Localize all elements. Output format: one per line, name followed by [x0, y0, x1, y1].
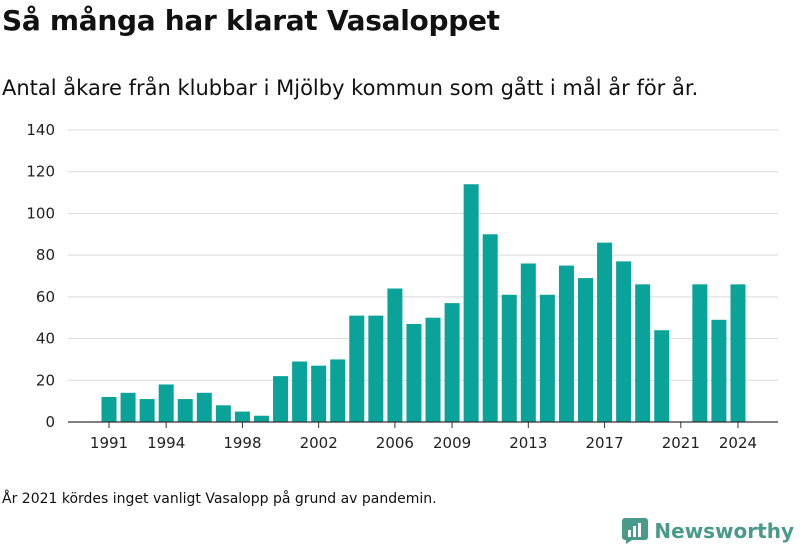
- bar-1994: [158, 384, 174, 422]
- chart-title: Så många har klarat Vasaloppet: [2, 4, 500, 37]
- bar-2013: [520, 263, 536, 422]
- x-tick-label: 1998: [223, 434, 261, 452]
- bar-2015: [558, 265, 574, 422]
- bar-2018: [616, 261, 632, 422]
- y-tick-label: 100: [26, 204, 55, 222]
- bar-1999: [253, 415, 269, 422]
- y-tick-label: 40: [36, 330, 55, 348]
- bar-2017: [597, 242, 613, 422]
- bar-1996: [196, 392, 212, 422]
- brand-name: Newsworthy: [654, 519, 794, 543]
- bar-2010: [463, 184, 479, 422]
- y-axis-ticks: 0 20 40 60 80 100 120 140: [26, 121, 55, 431]
- bar-1995: [177, 399, 193, 422]
- bar-1997: [215, 405, 231, 422]
- bar-2020: [654, 330, 670, 422]
- y-tick-label: 20: [36, 371, 55, 389]
- bar-2012: [501, 294, 517, 422]
- bar-2011: [482, 234, 498, 422]
- bar-1993: [139, 399, 155, 422]
- y-tick-label: 140: [26, 121, 55, 139]
- y-tick-label: 0: [45, 413, 55, 431]
- x-tick-label: 2024: [719, 434, 757, 452]
- bar-2016: [578, 278, 593, 422]
- bar-2006: [387, 288, 403, 422]
- y-tick-label: 80: [36, 246, 55, 264]
- bar-2002: [311, 365, 327, 422]
- x-tick-label: 1991: [90, 434, 128, 452]
- bar-2024: [730, 284, 746, 422]
- bar-2022: [692, 284, 708, 422]
- bar-chart: 0 20 40 60 80 100 120 140 1991 1994 1998 2002 2006 2…: [26, 121, 778, 452]
- x-tick-label: 2006: [376, 434, 414, 452]
- bar-1998: [234, 411, 250, 422]
- newsworthy-logo-icon: [622, 518, 649, 544]
- bar-2003: [330, 359, 346, 422]
- bar-2008: [425, 317, 441, 422]
- brand-logo: Newsworthy: [622, 518, 794, 544]
- footnote: År 2021 kördes inget vanligt Vasalopp på…: [2, 491, 437, 507]
- x-tick-label: 2002: [300, 434, 338, 452]
- bar-2004: [349, 315, 365, 422]
- bar-2009: [444, 303, 460, 422]
- x-tick-label: 2009: [433, 434, 471, 452]
- bar-2000: [273, 376, 289, 422]
- y-tick-label: 60: [36, 288, 55, 306]
- y-tick-label: 120: [26, 163, 55, 181]
- x-axis-ticks: 1991 1994 1998 2002 2006 2009 2013 2017 2021 2024: [90, 422, 757, 452]
- bars: [101, 184, 746, 422]
- x-tick-label: 2013: [509, 434, 547, 452]
- x-tick-label: 2021: [662, 434, 700, 452]
- bar-1991: [101, 396, 117, 422]
- grid-lines: [68, 129, 778, 381]
- bar-2019: [635, 284, 651, 422]
- bar-2005: [368, 315, 384, 422]
- bar-2023: [711, 319, 727, 422]
- x-tick-label: 2017: [585, 434, 623, 452]
- chart-subtitle: Antal åkare från klubbar i Mjölby kommun…: [2, 76, 699, 100]
- bar-2007: [406, 323, 422, 422]
- bar-2014: [539, 294, 555, 422]
- bar-2001: [292, 361, 308, 422]
- x-tick-label: 1994: [147, 434, 185, 452]
- bar-1992: [120, 392, 136, 422]
